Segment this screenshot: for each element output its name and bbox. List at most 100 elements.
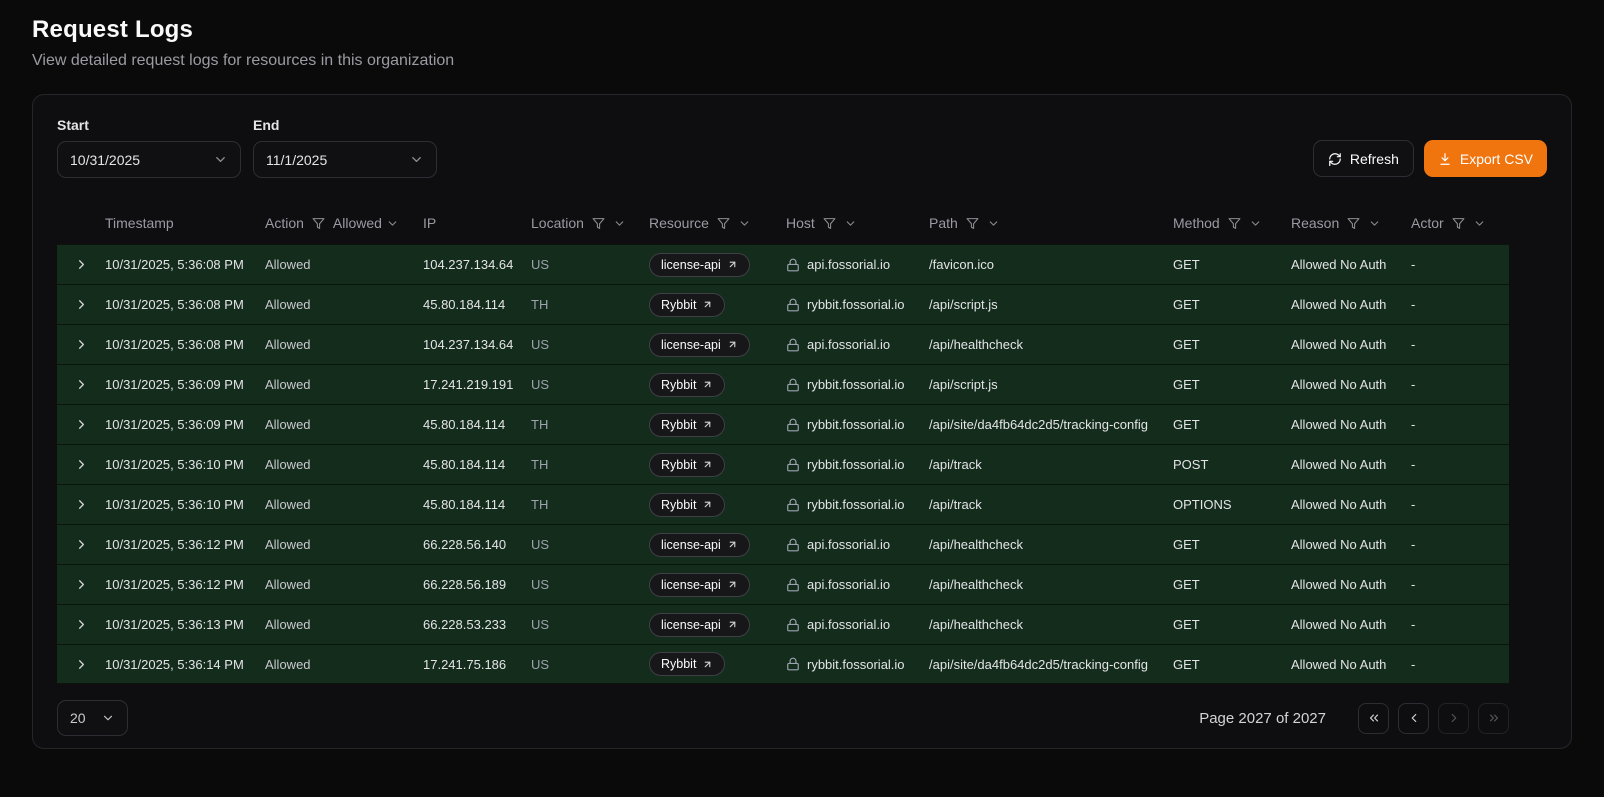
external-link-icon bbox=[729, 261, 736, 268]
table-row[interactable]: 10/31/2025, 5:36:08 PM Allowed 45.80.184… bbox=[57, 284, 1509, 324]
resource-badge[interactable]: license-api bbox=[649, 532, 750, 557]
table-row[interactable]: 10/31/2025, 5:36:09 PM Allowed 45.80.184… bbox=[57, 404, 1509, 444]
refresh-button[interactable]: Refresh bbox=[1312, 140, 1414, 177]
resource-badge[interactable]: Rybbit bbox=[649, 372, 726, 397]
timestamp-cell: 10/31/2025, 5:36:08 PM bbox=[105, 257, 244, 272]
action-cell: Allowed bbox=[265, 617, 311, 632]
chevron-right-icon bbox=[78, 460, 84, 469]
chevron-right-icon bbox=[78, 500, 84, 509]
location-cell: US bbox=[531, 377, 550, 392]
external-link-icon bbox=[729, 581, 736, 588]
end-date-select[interactable]: 11/1/2025 bbox=[253, 141, 437, 178]
filter-icon[interactable] bbox=[1228, 217, 1241, 230]
expand-row-button[interactable] bbox=[74, 577, 89, 592]
ip-cell: 66.228.56.140 bbox=[423, 537, 507, 552]
expand-row-button[interactable] bbox=[74, 337, 89, 352]
page-size-select[interactable]: 20 bbox=[57, 700, 128, 736]
filter-icon[interactable] bbox=[592, 217, 605, 230]
col-path: Path bbox=[929, 215, 1173, 231]
last-page-button[interactable] bbox=[1478, 702, 1509, 734]
end-date-group: End 11/1/2025 bbox=[253, 117, 437, 178]
expand-row-button[interactable] bbox=[74, 497, 89, 512]
method-cell: GET bbox=[1173, 656, 1200, 672]
resource-badge[interactable]: license-api bbox=[649, 252, 750, 277]
table-row[interactable]: 10/31/2025, 5:36:09 PM Allowed 17.241.21… bbox=[57, 364, 1509, 404]
end-date-value: 11/1/2025 bbox=[266, 151, 328, 168]
action-cell: Allowed bbox=[265, 377, 311, 392]
expand-row-button[interactable] bbox=[74, 257, 89, 272]
external-link-icon bbox=[705, 661, 711, 667]
reason-cell: Allowed No Auth bbox=[1291, 617, 1387, 632]
path-cell: /api/site/da4fb64dc2d5/tracking-config bbox=[929, 417, 1148, 432]
page-size-value: 20 bbox=[70, 710, 86, 726]
timestamp-cell: 10/31/2025, 5:36:13 PM bbox=[105, 617, 244, 632]
resource-badge[interactable]: license-api bbox=[649, 612, 750, 637]
table-row[interactable]: 10/31/2025, 5:36:08 PM Allowed 104.237.1… bbox=[57, 324, 1509, 364]
resource-cell: Rybbit bbox=[649, 652, 786, 676]
method-cell: OPTIONS bbox=[1173, 497, 1232, 512]
host-name: rybbit.fossorial.io bbox=[807, 656, 905, 672]
chevron-down-icon[interactable] bbox=[738, 217, 751, 230]
chevron-down-icon[interactable] bbox=[1368, 217, 1381, 230]
filter-icon[interactable] bbox=[312, 217, 325, 230]
expand-row-button[interactable] bbox=[74, 377, 89, 392]
chevron-down-icon[interactable] bbox=[987, 217, 1000, 230]
chevron-down-icon[interactable] bbox=[613, 217, 626, 230]
expand-row-button[interactable] bbox=[74, 457, 89, 472]
resource-badge[interactable]: Rybbit bbox=[649, 452, 726, 477]
table-row[interactable]: 10/31/2025, 5:36:12 PM Allowed 66.228.56… bbox=[57, 564, 1509, 604]
path-cell: /api/healthcheck bbox=[929, 337, 1023, 352]
filter-icon[interactable] bbox=[1452, 217, 1465, 230]
resource-badge[interactable]: Rybbit bbox=[649, 292, 726, 317]
host-cell: rybbit.fossorial.io bbox=[786, 377, 929, 392]
col-ip: IP bbox=[423, 215, 437, 231]
prev-page-button[interactable] bbox=[1398, 702, 1429, 734]
table-row[interactable]: 10/31/2025, 5:36:08 PM Allowed 104.237.1… bbox=[57, 244, 1509, 284]
path-cell: /api/track bbox=[929, 457, 982, 472]
location-cell: TH bbox=[531, 297, 549, 312]
actor-cell: - bbox=[1411, 257, 1416, 272]
expand-row-button[interactable] bbox=[74, 657, 89, 672]
expand-row-button[interactable] bbox=[74, 297, 89, 312]
reason-cell: Allowed No Auth bbox=[1291, 297, 1387, 312]
chevron-down-icon[interactable] bbox=[1249, 217, 1262, 230]
resource-badge[interactable]: license-api bbox=[649, 572, 750, 597]
resource-badge[interactable]: Rybbit bbox=[649, 652, 726, 676]
chevron-down-icon[interactable] bbox=[1473, 217, 1486, 230]
filter-icon[interactable] bbox=[966, 217, 979, 230]
col-actor: Actor bbox=[1411, 215, 1509, 231]
chevron-right-icon bbox=[78, 260, 84, 269]
table-row[interactable]: 10/31/2025, 5:36:14 PM Allowed 17.241.75… bbox=[57, 644, 1509, 684]
resource-badge[interactable]: Rybbit bbox=[649, 492, 726, 517]
expand-row-button[interactable] bbox=[74, 417, 89, 432]
action-filter-select[interactable]: Allowed bbox=[333, 215, 399, 231]
resource-cell: license-api bbox=[649, 532, 786, 557]
method-cell: GET bbox=[1173, 577, 1200, 592]
table-row[interactable]: 10/31/2025, 5:36:10 PM Allowed 45.80.184… bbox=[57, 484, 1509, 524]
chevron-right-icon bbox=[78, 300, 84, 309]
expand-row-button[interactable] bbox=[74, 617, 89, 632]
table-row[interactable]: 10/31/2025, 5:36:12 PM Allowed 66.228.56… bbox=[57, 524, 1509, 564]
table-row[interactable]: 10/31/2025, 5:36:10 PM Allowed 45.80.184… bbox=[57, 444, 1509, 484]
first-page-button[interactable] bbox=[1358, 702, 1389, 734]
chevron-right-icon bbox=[78, 340, 84, 349]
resource-name: Rybbit bbox=[661, 417, 697, 432]
resource-name: license-api bbox=[661, 577, 721, 592]
filter-icon[interactable] bbox=[823, 217, 836, 230]
filter-icon[interactable] bbox=[1347, 217, 1360, 230]
chevron-down-icon[interactable] bbox=[844, 217, 857, 230]
start-date-select[interactable]: 10/31/2025 bbox=[57, 141, 241, 178]
table-row[interactable]: 10/31/2025, 5:36:13 PM Allowed 66.228.53… bbox=[57, 604, 1509, 644]
export-csv-button[interactable]: Export CSV bbox=[1423, 140, 1547, 177]
refresh-icon bbox=[1328, 152, 1341, 166]
ip-cell: 45.80.184.114 bbox=[423, 417, 506, 432]
lock-icon bbox=[787, 538, 799, 551]
filter-icon[interactable] bbox=[717, 217, 730, 230]
next-page-button[interactable] bbox=[1438, 702, 1469, 734]
host-cell: rybbit.fossorial.io bbox=[786, 657, 929, 672]
location-cell: US bbox=[531, 656, 550, 672]
resource-badge[interactable]: Rybbit bbox=[649, 412, 726, 437]
resource-badge[interactable]: license-api bbox=[649, 332, 750, 357]
chevron-right-icon bbox=[78, 659, 84, 669]
expand-row-button[interactable] bbox=[74, 537, 89, 552]
